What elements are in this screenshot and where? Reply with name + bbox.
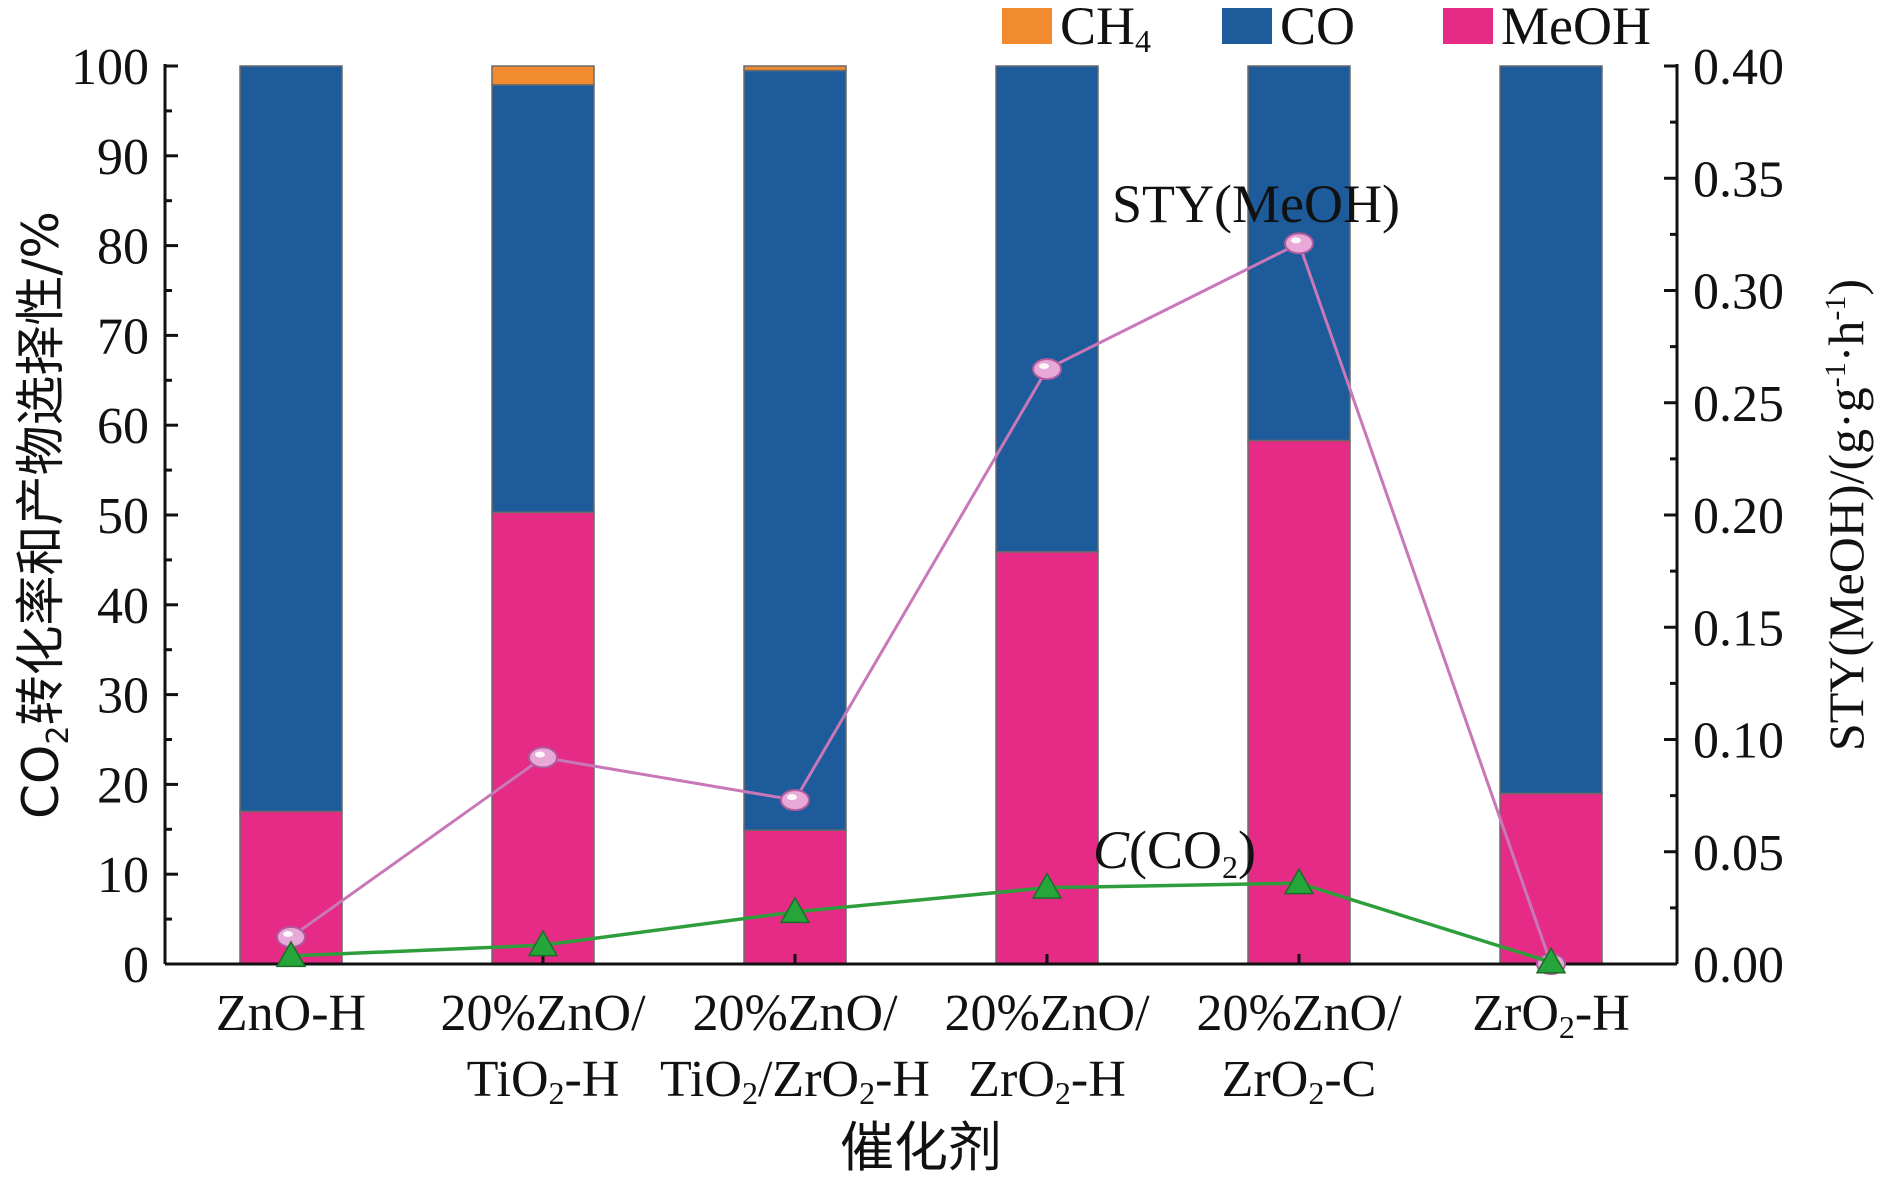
sty-point-3 bbox=[1032, 358, 1062, 381]
y-tick-label-left: 40 bbox=[97, 578, 149, 635]
sty-point-highlight-1 bbox=[535, 751, 545, 758]
y-tick-label-left: 90 bbox=[97, 129, 149, 186]
legend-label-ch: CH4 bbox=[1060, 0, 1151, 59]
conversion-point-2 bbox=[779, 896, 811, 924]
y-tick-label-right: 0.25 bbox=[1693, 376, 1784, 433]
y-tick-label-left: 20 bbox=[97, 757, 149, 814]
sty-point-highlight-2 bbox=[787, 794, 797, 801]
y-tick-label-right: 0.00 bbox=[1693, 937, 1784, 994]
y-tick-label-left: 50 bbox=[97, 488, 149, 545]
conversion-point-0 bbox=[275, 940, 307, 968]
y-tick-label-left: 70 bbox=[97, 308, 149, 365]
x-tick-label: TiO2/ZrO2-H bbox=[660, 1051, 930, 1111]
y-tick-label-right: 0.30 bbox=[1693, 264, 1784, 321]
sty-point-highlight-3 bbox=[1039, 363, 1049, 370]
lines-layer bbox=[275, 232, 1567, 975]
y-tick-label-left: 60 bbox=[97, 398, 149, 455]
sty-annotation: STY(MeOH) bbox=[1112, 174, 1400, 234]
bar-meoh-5 bbox=[1499, 792, 1603, 965]
x-tick-label: 20%ZnO/ bbox=[944, 985, 1150, 1042]
sty-point-highlight-4 bbox=[1291, 237, 1301, 244]
x-tick-label: ZnO-H bbox=[216, 985, 366, 1042]
bar-ch-2 bbox=[743, 65, 847, 72]
sty-point-1 bbox=[528, 746, 558, 769]
y-tick-label-right: 0.15 bbox=[1693, 600, 1784, 657]
x-tick-label: 20%ZnO/ bbox=[1196, 985, 1402, 1042]
y-tick-label-right: 0.20 bbox=[1693, 488, 1784, 545]
bar-meoh-1 bbox=[491, 511, 595, 965]
sty-point-2 bbox=[780, 789, 810, 812]
conversion-point-1 bbox=[527, 929, 559, 957]
line-sty bbox=[290, 241, 1553, 965]
bar-co-1 bbox=[491, 84, 595, 514]
y-tick-label-right: 0.35 bbox=[1693, 151, 1784, 208]
x-tick-label: 20%ZnO/ bbox=[440, 985, 646, 1042]
sty-point-4 bbox=[1284, 232, 1314, 255]
bar-ch-1 bbox=[491, 65, 595, 86]
legend-label-meoh: MeOH bbox=[1501, 0, 1651, 56]
bar-co-3 bbox=[995, 65, 1099, 553]
bars-layer bbox=[239, 65, 1603, 965]
labels-layer: ZnO-H 20%ZnO/TiO2-H20%ZnO/TiO2/ZrO2-H20%Z… bbox=[12, 174, 1874, 1179]
y-tick-label-left: 10 bbox=[97, 847, 149, 904]
y-tick-label-right: 0.40 bbox=[1693, 39, 1784, 96]
x-tick-label: ZrO2-H bbox=[1472, 985, 1630, 1045]
y-axis-label-left: CO2转化率和产物选择性/% bbox=[12, 211, 76, 819]
legend-swatch-ch bbox=[1002, 8, 1052, 44]
conversion-point-3 bbox=[1031, 872, 1063, 899]
y-tick-label-right: 0.05 bbox=[1693, 825, 1784, 882]
axes-layer: 0 10 20 30 40 50 60 70 80 90 100 0.00 0.05 0.10 0.15 0.… bbox=[71, 39, 1784, 994]
legend-swatch-meoh bbox=[1443, 8, 1493, 44]
y-tick-label-right: 0.10 bbox=[1693, 713, 1784, 770]
conversion-point-4 bbox=[1283, 867, 1315, 895]
x-axis-label: 催化剂 bbox=[840, 1116, 1002, 1179]
x-tick-label: ZrO2-C bbox=[1222, 1051, 1377, 1111]
bar-meoh-3 bbox=[995, 551, 1099, 965]
x-tick-label: TiO2-H bbox=[467, 1051, 620, 1111]
y-tick-label-left: 0 bbox=[123, 937, 149, 994]
legend: CH4 CO MeOH bbox=[1002, 0, 1651, 59]
x-tick-label: ZrO2-H bbox=[968, 1051, 1126, 1111]
x-tick-label: 20%ZnO/ bbox=[692, 985, 898, 1042]
legend-label-co: CO bbox=[1280, 0, 1355, 56]
line-conversion bbox=[290, 881, 1552, 964]
y-axis-label-right: STY(MeOH)/(g·g-1·h-1) bbox=[1818, 279, 1874, 751]
y-tick-label-left: 100 bbox=[71, 39, 149, 96]
bar-co-2 bbox=[743, 69, 847, 831]
sty-point-highlight-0 bbox=[283, 931, 293, 938]
bar-co-5 bbox=[1499, 65, 1603, 795]
conversion-annotation: C(CO2) bbox=[1093, 820, 1256, 885]
bar-co-0 bbox=[239, 65, 343, 813]
y-tick-label-left: 30 bbox=[97, 668, 149, 725]
conversion-point-5 bbox=[1535, 946, 1567, 974]
legend-swatch-co bbox=[1222, 8, 1272, 44]
y-tick-label-left: 80 bbox=[97, 219, 149, 276]
